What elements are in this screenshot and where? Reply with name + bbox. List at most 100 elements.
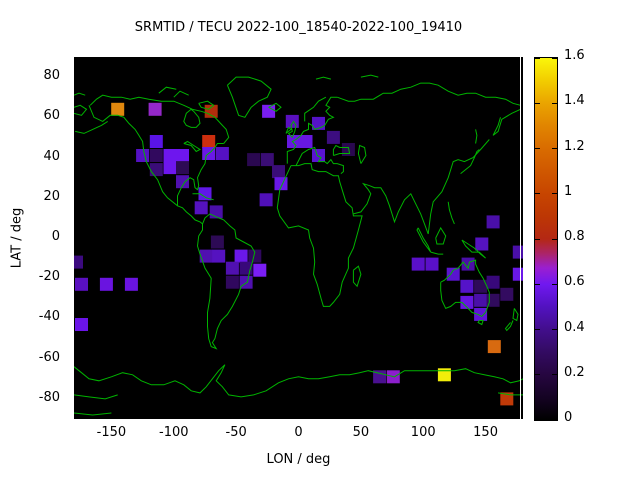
coastline-segment [88, 105, 203, 225]
heatmap-cell [239, 275, 253, 289]
heatmap-cell [411, 257, 425, 271]
coastline-segment [498, 392, 523, 396]
heatmap-cell [299, 135, 313, 148]
heatmap-cell [74, 255, 83, 269]
colorbar-tick [552, 283, 557, 285]
coastline-segment [352, 265, 362, 288]
heatmap-cell [253, 263, 267, 277]
colorbar-tick [552, 238, 557, 240]
colorbar-tick [535, 283, 540, 285]
colorbar-tick-label: 1 [564, 183, 573, 199]
heatmap-cell [248, 249, 262, 263]
coastline-segment [460, 149, 480, 174]
coastline-segment [430, 251, 444, 255]
x-tick-label: -150 [96, 425, 127, 440]
colorbar-tick [535, 148, 540, 149]
y-tick-label: 80 [43, 68, 60, 84]
y-tick-label: -40 [38, 309, 60, 325]
coastline-segment [74, 364, 523, 398]
heatmap-cell [198, 187, 212, 201]
colorbar-tick-label: 1.4 [564, 93, 585, 109]
heatmap-cell [326, 130, 340, 144]
heatmap-cell [260, 153, 274, 167]
heatmap-cell [272, 165, 285, 179]
heatmap-cell [148, 102, 162, 116]
heatmap-cell [512, 245, 523, 259]
coastline-segment [353, 139, 490, 235]
coastline-segment [447, 201, 455, 225]
colorbar-tick [552, 148, 557, 149]
heatmap-cell [437, 368, 451, 382]
coastline-segment [304, 96, 327, 122]
colorbar-tick [535, 102, 540, 104]
heatmap-cell [111, 102, 125, 116]
heatmap-cell [136, 149, 150, 162]
heatmap-cell [149, 149, 163, 162]
coastline-segment [196, 213, 256, 350]
heatmap-cell [474, 293, 488, 307]
heatmap-cell [460, 295, 474, 309]
coastline-segment [440, 259, 490, 318]
x-tick-label: 150 [473, 425, 498, 440]
heatmap-cell [225, 275, 239, 289]
colorbar-tick [552, 58, 557, 59]
coastline-segment [332, 144, 351, 156]
colorbar-tick [535, 374, 540, 376]
heatmap-cell [259, 193, 273, 207]
heatmap-cell [75, 318, 88, 331]
coastline-segment [285, 126, 292, 134]
heatmap-cell [163, 161, 177, 175]
heatmap-cell [461, 257, 475, 271]
x-tick-label: 100 [410, 425, 436, 440]
heatmap-cell [475, 237, 489, 251]
colorbar-tick-label: 1.6 [564, 48, 585, 63]
y-tick-label: -80 [38, 389, 60, 405]
heatmap-cell [149, 135, 163, 148]
coastline-segment [226, 76, 272, 118]
colorbar-tick-label: 0.2 [564, 364, 585, 380]
x-axis-label: LON / deg [266, 452, 331, 467]
heatmap-cell [202, 135, 216, 148]
y-tick-label: 60 [43, 108, 60, 124]
heatmap-cell [486, 293, 500, 307]
coastline-segment [435, 226, 447, 245]
colorbar-tick-label: 1.2 [564, 138, 585, 154]
y-tick-label: 20 [43, 188, 60, 204]
coastline-segment [198, 100, 215, 110]
coastline-segment [286, 96, 338, 164]
colorbar-tick [535, 419, 540, 420]
coastline-segment [268, 102, 282, 112]
coastline-segment [315, 76, 332, 80]
coastline-segment [295, 146, 344, 174]
coastline-segment [158, 86, 177, 94]
colorbar-tick-label: 0.8 [564, 229, 585, 244]
colorbar-tick [552, 374, 557, 376]
dateline-wrap-line [520, 57, 521, 419]
heatmap-cell [474, 307, 488, 321]
heatmap-cells [74, 102, 523, 406]
colorbar-tick [535, 238, 540, 240]
x-tick-label: -100 [159, 425, 189, 440]
heatmap-cell [474, 279, 488, 293]
heatmap-cell [425, 257, 439, 271]
heatmap-cell [247, 153, 261, 167]
heatmap-cell [446, 267, 460, 281]
coastline-segment [173, 90, 189, 98]
heatmap-cell [176, 175, 189, 189]
heatmap-cell [460, 279, 474, 293]
heatmap-cell [500, 392, 514, 406]
coastline-segment [287, 120, 297, 138]
heatmap-cell [287, 135, 300, 148]
coastline-segment [492, 108, 521, 136]
coastlines [74, 74, 523, 416]
y-tick-label: -60 [38, 349, 60, 365]
coastline-segment [512, 308, 519, 322]
heatmap-cell [176, 149, 189, 162]
heatmap-cell [75, 277, 88, 291]
plot-title: SRMTID / TECU 2022-100_18540-2022-100_19… [134, 20, 463, 35]
coastline-segment [504, 320, 514, 332]
x-tick-label: 50 [352, 425, 370, 440]
coastline-segment [192, 193, 214, 201]
